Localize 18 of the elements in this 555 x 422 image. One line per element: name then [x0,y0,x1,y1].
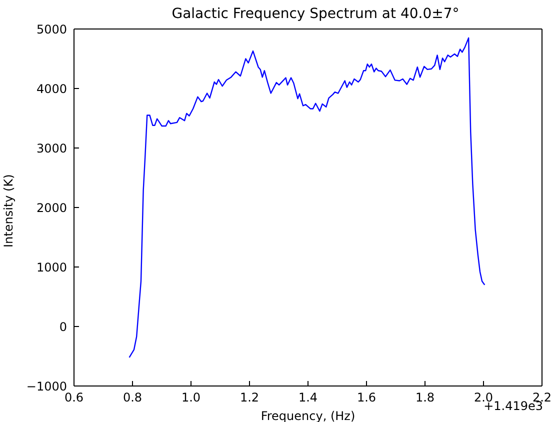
y-tick-label: 3000 [36,141,67,156]
x-tick-label: 1.4 [298,390,318,405]
y-tick-label: 0 [59,320,67,334]
x-tick-label: 2.0 [474,390,494,405]
y-tick-label: 5000 [36,22,67,36]
line-series [128,37,486,358]
y-axis-title: Intensity (K) [1,174,16,248]
x-tick-label: 0.6 [64,390,84,405]
x-tick-label: 1.6 [356,390,376,405]
y-tick-label: −1000 [26,379,67,394]
y-tick-label: 2000 [36,200,67,215]
x-tick-label: 0.8 [122,390,142,405]
x-tick-label: 1.2 [240,390,260,405]
y-tick-label: 1000 [36,260,67,274]
y-tick-label: 4000 [36,82,67,96]
x-tick-label: 1.0 [181,390,201,405]
x-tick-label: 1.8 [415,390,435,405]
chart-title: Galactic Frequency Spectrum at 40.0±7° [170,6,460,22]
